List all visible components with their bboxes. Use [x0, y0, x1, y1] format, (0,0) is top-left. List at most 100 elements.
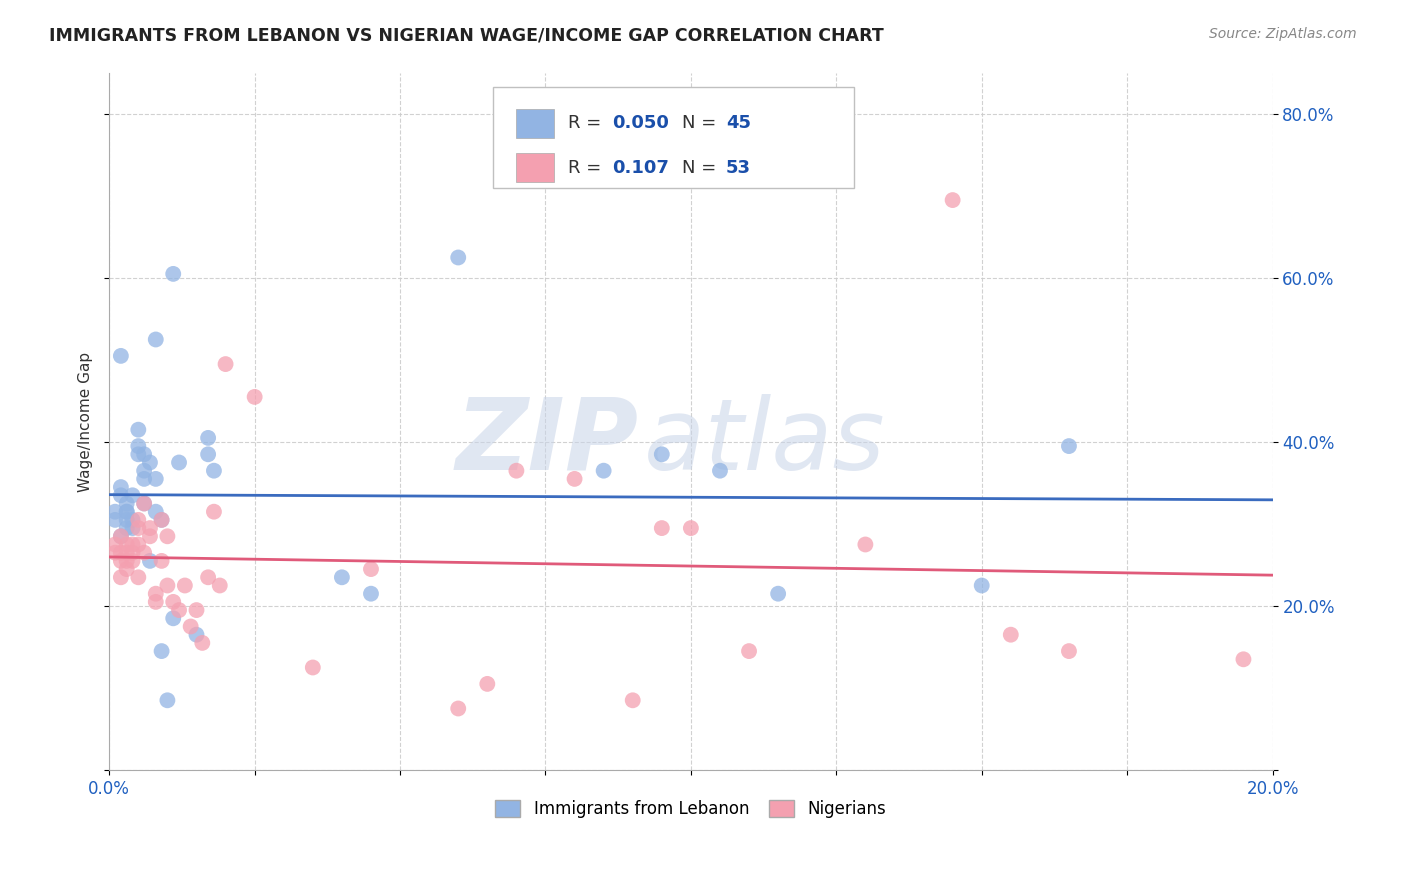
Point	[110, 529, 132, 543]
Text: 53: 53	[725, 159, 751, 177]
Point	[145, 505, 167, 519]
Point	[110, 554, 132, 568]
Point	[301, 660, 323, 674]
Point	[121, 521, 143, 535]
Point	[115, 496, 138, 510]
Text: R =: R =	[568, 114, 606, 132]
Point	[121, 513, 143, 527]
Point	[156, 693, 179, 707]
Point	[197, 570, 219, 584]
Point	[447, 701, 470, 715]
Point	[447, 251, 470, 265]
Point	[853, 537, 876, 551]
Point	[1057, 439, 1080, 453]
Point	[139, 521, 162, 535]
Point	[150, 513, 173, 527]
Point	[121, 554, 143, 568]
Point	[115, 505, 138, 519]
Point	[202, 464, 225, 478]
Point	[477, 677, 499, 691]
Point	[134, 472, 156, 486]
Point	[330, 570, 353, 584]
Point	[127, 423, 149, 437]
Point	[186, 628, 208, 642]
Point	[139, 529, 162, 543]
Point	[134, 464, 156, 478]
Y-axis label: Wage/Income Gap: Wage/Income Gap	[79, 351, 93, 491]
Point	[564, 472, 586, 486]
Text: 0.107: 0.107	[612, 159, 669, 177]
Text: ZIP: ZIP	[456, 394, 638, 491]
Point	[738, 644, 761, 658]
Point	[115, 554, 138, 568]
Point	[167, 455, 190, 469]
Point	[145, 333, 167, 347]
Point	[156, 578, 179, 592]
Point	[121, 546, 143, 560]
Point	[214, 357, 236, 371]
Point	[970, 578, 993, 592]
Text: atlas: atlas	[644, 394, 886, 491]
Point	[1057, 644, 1080, 658]
Point	[156, 529, 179, 543]
Text: R =: R =	[568, 159, 613, 177]
Point	[186, 603, 208, 617]
Point	[104, 513, 127, 527]
Point	[197, 431, 219, 445]
Point	[134, 496, 156, 510]
FancyBboxPatch shape	[494, 87, 853, 188]
Point	[505, 464, 527, 478]
Point	[180, 619, 202, 633]
Point	[360, 587, 382, 601]
Point	[127, 447, 149, 461]
Text: 0.050: 0.050	[612, 114, 669, 132]
Point	[150, 554, 173, 568]
Point	[651, 447, 673, 461]
Text: N =: N =	[682, 114, 721, 132]
Point	[110, 349, 132, 363]
Point	[191, 636, 214, 650]
Point	[121, 488, 143, 502]
Point	[115, 513, 138, 527]
Legend: Immigrants from Lebanon, Nigerians: Immigrants from Lebanon, Nigerians	[489, 793, 893, 824]
Point	[139, 455, 162, 469]
Point	[709, 464, 731, 478]
Point	[134, 447, 156, 461]
Text: 45: 45	[725, 114, 751, 132]
Point	[115, 521, 138, 535]
Text: IMMIGRANTS FROM LEBANON VS NIGERIAN WAGE/INCOME GAP CORRELATION CHART: IMMIGRANTS FROM LEBANON VS NIGERIAN WAGE…	[49, 27, 884, 45]
Text: Source: ZipAtlas.com: Source: ZipAtlas.com	[1209, 27, 1357, 41]
Point	[115, 562, 138, 576]
Point	[104, 505, 127, 519]
Point	[766, 587, 789, 601]
Point	[127, 570, 149, 584]
Point	[651, 521, 673, 535]
FancyBboxPatch shape	[516, 153, 554, 182]
Point	[110, 546, 132, 560]
Point	[173, 578, 195, 592]
Point	[134, 496, 156, 510]
FancyBboxPatch shape	[516, 109, 554, 138]
Point	[360, 562, 382, 576]
Point	[110, 570, 132, 584]
Point	[679, 521, 702, 535]
Point	[145, 472, 167, 486]
Point	[208, 578, 231, 592]
Point	[115, 546, 138, 560]
Point	[243, 390, 266, 404]
Point	[1232, 652, 1254, 666]
Point	[110, 529, 132, 543]
Point	[139, 554, 162, 568]
Point	[110, 480, 132, 494]
Point	[104, 537, 127, 551]
Point	[162, 267, 184, 281]
Point	[167, 603, 190, 617]
Point	[202, 505, 225, 519]
Point	[150, 644, 173, 658]
Point	[121, 537, 143, 551]
Point	[145, 595, 167, 609]
Point	[162, 611, 184, 625]
Point	[115, 505, 138, 519]
Point	[134, 546, 156, 560]
Point	[104, 546, 127, 560]
